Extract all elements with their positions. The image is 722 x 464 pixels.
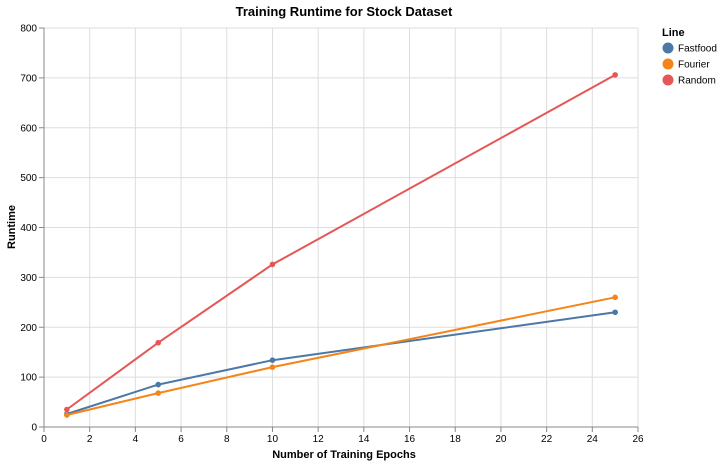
legend: Line Fastfood Fourier Random xyxy=(662,27,717,87)
y-tick-label: 100 xyxy=(20,373,37,384)
x-tick-label: 6 xyxy=(178,434,184,445)
x-tick-label: 8 xyxy=(224,434,230,445)
y-tick-label: 800 xyxy=(20,24,37,35)
legend-title: Line xyxy=(662,27,685,39)
data-point-fastfood xyxy=(155,381,162,388)
legend-swatch-fourier xyxy=(662,58,674,70)
x-tick-label: 16 xyxy=(404,434,416,445)
x-tick-label: 14 xyxy=(358,434,370,445)
y-tick-label: 500 xyxy=(20,173,37,184)
legend-label-random: Random xyxy=(678,76,716,87)
y-tick-label: 300 xyxy=(20,273,37,284)
data-point-random xyxy=(155,339,162,346)
x-tick-label: 10 xyxy=(267,434,279,445)
legend-swatch-random xyxy=(662,74,674,86)
axes: 0 2 4 6 8 10 12 14 16 18 20 22 24 2601002003004005006… xyxy=(20,24,644,446)
x-tick-label: 20 xyxy=(495,434,507,445)
legend-swatch-fastfood xyxy=(662,42,674,54)
data-point-fastfood xyxy=(612,309,618,316)
data-point-fourier xyxy=(269,364,276,370)
data-point-fourier xyxy=(155,390,162,396)
data-point-random xyxy=(64,406,70,413)
legend-label-fourier: Fourier xyxy=(678,60,710,71)
data-point-random xyxy=(269,261,276,268)
data-point-fourier xyxy=(612,294,618,301)
x-tick-label: 0 xyxy=(41,434,47,445)
data-point-fourier xyxy=(64,412,70,418)
x-tick-label: 2 xyxy=(87,434,93,445)
series-line-random xyxy=(66,74,616,411)
x-tick-label: 26 xyxy=(632,434,644,445)
y-tick-label: 600 xyxy=(20,123,37,134)
y-tick-label: 700 xyxy=(20,73,37,84)
x-axis-title: Number of Training Epochs xyxy=(272,449,416,461)
x-tick-label: 4 xyxy=(133,434,139,445)
x-tick-label: 18 xyxy=(450,434,462,445)
x-tick-label: 24 xyxy=(587,434,599,445)
data-point-fastfood xyxy=(269,357,276,363)
legend-label-fastfood: Fastfood xyxy=(678,44,717,55)
y-axis-title: Runtime xyxy=(6,205,18,249)
y-tick-label: 400 xyxy=(20,223,37,234)
data-point-random xyxy=(612,72,618,78)
series-line-fastfood xyxy=(66,311,616,415)
grid xyxy=(43,27,639,428)
series-layer xyxy=(64,72,618,418)
x-tick-label: 22 xyxy=(541,434,553,445)
y-tick-label: 200 xyxy=(20,323,37,334)
series-line-fourier xyxy=(66,296,616,416)
chart-title: Training Runtime for Stock Dataset xyxy=(236,4,453,19)
y-tick-label: 0 xyxy=(31,423,37,434)
x-tick-label: 12 xyxy=(313,434,325,445)
